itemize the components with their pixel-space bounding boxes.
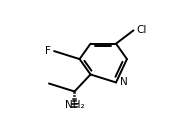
Text: Cl: Cl: [136, 25, 147, 35]
Text: N: N: [120, 77, 127, 87]
Text: F: F: [45, 46, 51, 56]
Text: NH₂: NH₂: [65, 99, 84, 110]
